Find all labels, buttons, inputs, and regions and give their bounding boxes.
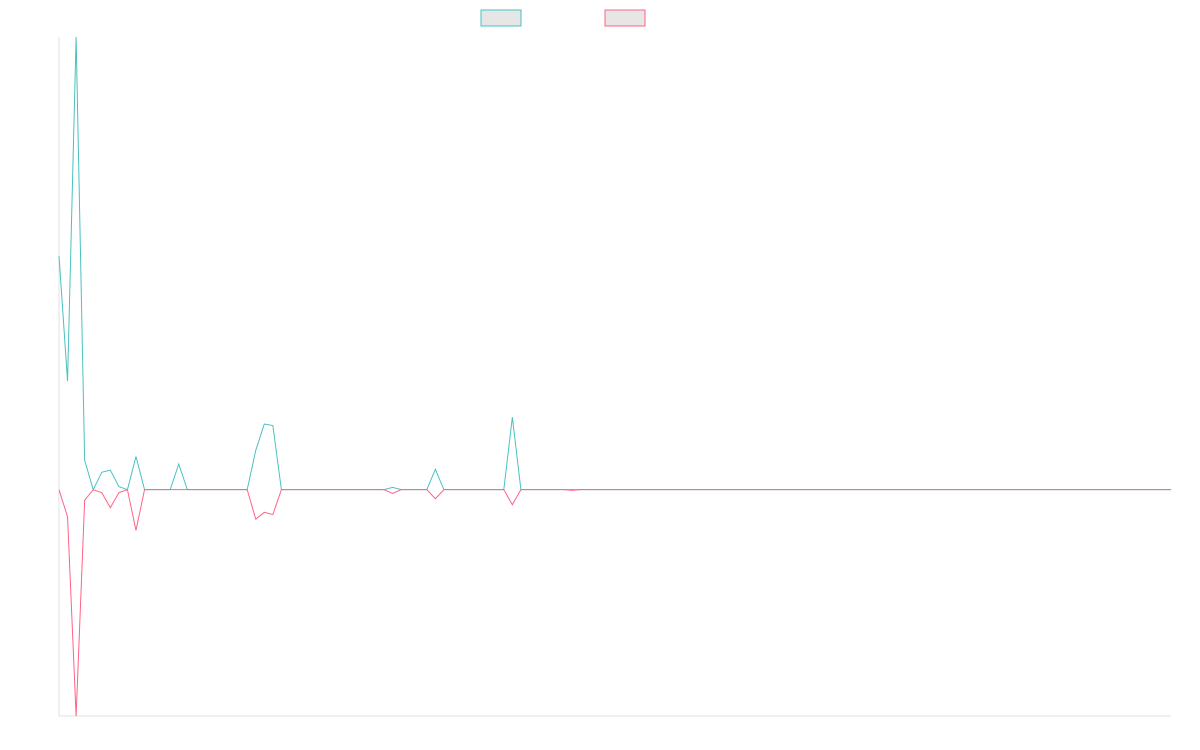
series-layer	[58, 36, 1171, 717]
legend	[480, 9, 646, 27]
axes	[58, 37, 1171, 717]
series-line-2	[58, 489, 1171, 717]
legend-swatch-1[interactable]	[480, 9, 522, 27]
series-line-1	[58, 36, 1171, 492]
legend-swatch-2[interactable]	[604, 9, 646, 27]
